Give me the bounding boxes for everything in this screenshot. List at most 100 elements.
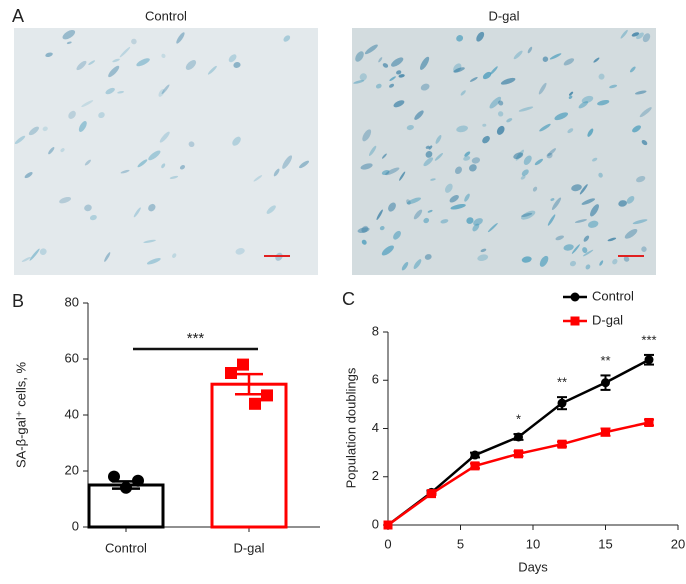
cell [489, 96, 502, 109]
cell [423, 157, 434, 167]
cell [21, 256, 31, 262]
cell [381, 153, 387, 159]
marker [383, 520, 393, 530]
cell [228, 54, 237, 63]
legend-label: D-gal [592, 312, 623, 327]
cell [108, 65, 120, 78]
cell [506, 118, 513, 123]
x-tick-label: 15 [598, 536, 612, 551]
cell [357, 227, 370, 233]
marker [514, 449, 523, 459]
cell [521, 210, 536, 220]
cell [609, 84, 618, 89]
cell [469, 164, 477, 172]
cell [490, 66, 498, 75]
panel-label: A [12, 6, 24, 26]
cell [78, 121, 87, 132]
cell [161, 84, 170, 95]
cell [471, 157, 481, 164]
cell [382, 63, 389, 68]
cell [636, 32, 644, 40]
cell [117, 90, 124, 94]
cell [636, 175, 646, 183]
cell [399, 171, 406, 181]
panel-label: B [12, 291, 24, 311]
marker [225, 367, 237, 379]
cell [435, 134, 442, 144]
cell [482, 123, 487, 127]
cell [179, 165, 186, 170]
cell [233, 62, 241, 68]
x-tick-label: 20 [671, 536, 685, 551]
cell [375, 83, 382, 89]
cell [131, 38, 137, 45]
cell [534, 158, 544, 166]
cell [587, 128, 594, 137]
cell [425, 150, 433, 158]
cell [159, 131, 170, 143]
cell [232, 136, 241, 146]
cell [634, 90, 647, 95]
marker [249, 397, 261, 410]
cell [24, 172, 33, 179]
cell [453, 67, 465, 73]
cell [620, 29, 628, 39]
cell [587, 220, 599, 228]
cell [60, 148, 65, 153]
cell [539, 255, 549, 267]
cell [105, 87, 115, 95]
cell [89, 214, 97, 221]
cell [45, 52, 53, 58]
cell [364, 44, 378, 55]
cell [391, 57, 404, 67]
cell [582, 249, 594, 257]
cell [360, 163, 373, 170]
cell [84, 159, 91, 166]
cell [477, 254, 489, 262]
cell [169, 175, 179, 179]
y-tick-label: 20 [65, 462, 79, 477]
cell [385, 167, 400, 176]
cell [500, 77, 516, 85]
cell [623, 256, 630, 262]
cell [133, 207, 141, 218]
cell [498, 100, 504, 106]
cell [362, 129, 372, 142]
cell [641, 140, 648, 146]
legend-label: Control [592, 288, 634, 303]
cell [235, 247, 245, 255]
stained-cells [14, 29, 652, 271]
cell [406, 124, 414, 131]
cell [532, 186, 538, 192]
cell [98, 112, 105, 119]
panel-label: C [342, 289, 355, 309]
cell [581, 198, 596, 205]
cell [413, 259, 422, 269]
cell [84, 204, 92, 212]
cell [355, 51, 364, 62]
cell [569, 91, 574, 96]
cell [568, 95, 573, 99]
marker [557, 398, 567, 408]
y-tick-label: 80 [65, 294, 79, 309]
cell [413, 209, 423, 220]
cell [547, 214, 556, 226]
series-line [387, 358, 650, 527]
cell [148, 150, 161, 161]
cell [381, 170, 390, 176]
x-tick-label: 10 [526, 536, 540, 551]
cell [521, 169, 529, 177]
cell [428, 145, 433, 150]
cell [161, 53, 166, 59]
cell [104, 252, 111, 262]
marker [108, 470, 120, 483]
cell [482, 135, 490, 144]
cell [398, 74, 405, 78]
cell [161, 163, 166, 169]
marker [601, 378, 610, 388]
y-tick-label: 0 [72, 518, 79, 533]
cell [571, 184, 582, 192]
cell [359, 73, 367, 81]
cell [427, 209, 433, 213]
cell [642, 33, 651, 43]
